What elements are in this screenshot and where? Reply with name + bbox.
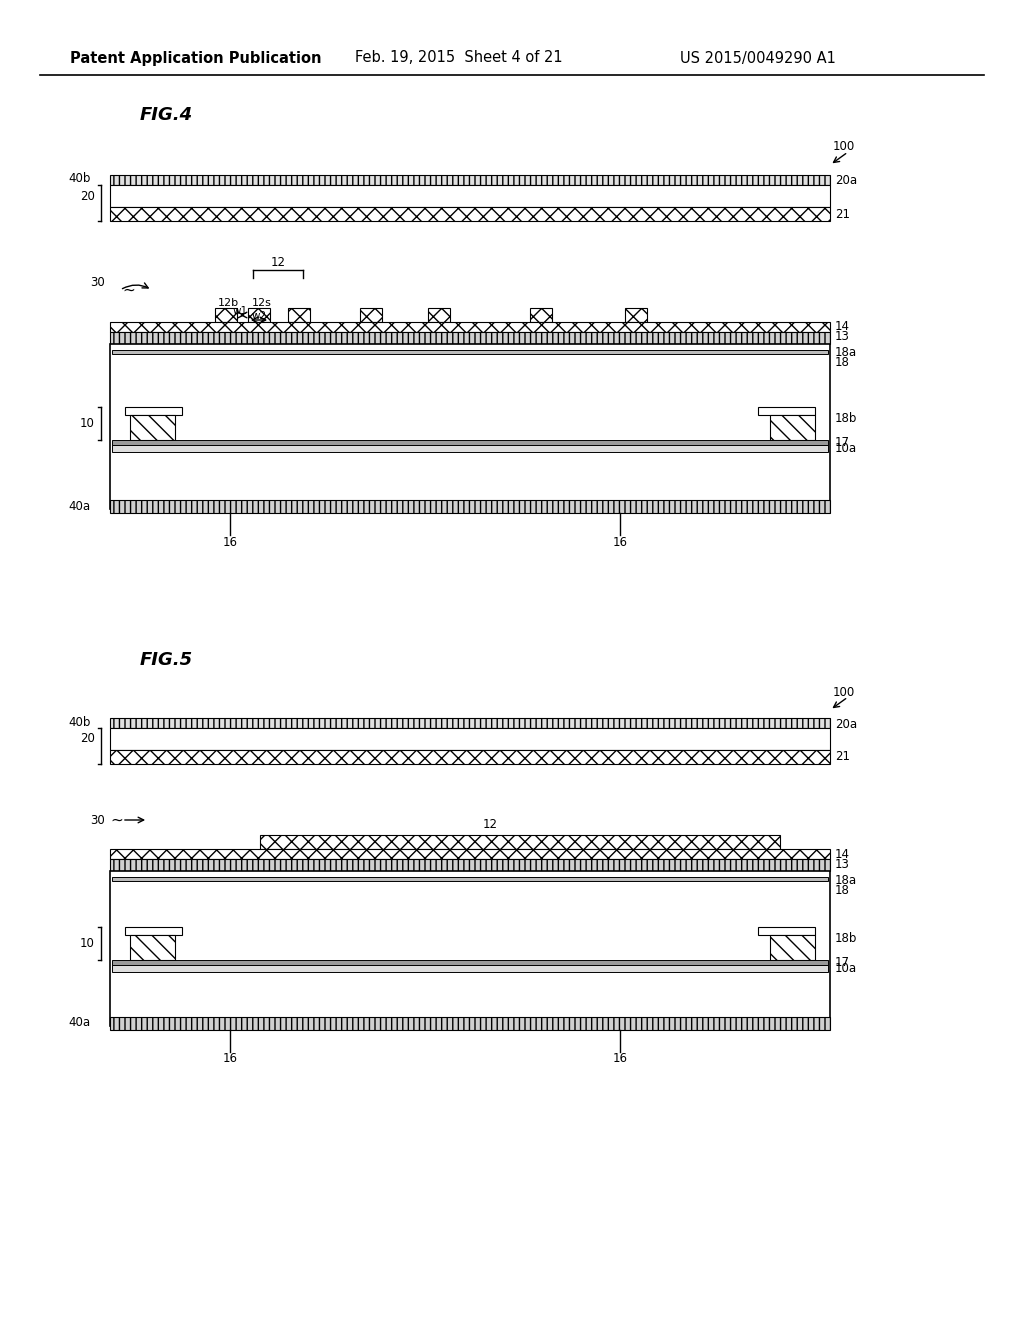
Bar [110, 185, 830, 207]
Bar [110, 322, 830, 333]
Bar [110, 718, 830, 729]
Bar [248, 308, 270, 322]
Text: 12: 12 [482, 818, 498, 832]
Text: 20: 20 [80, 190, 95, 202]
Bar [110, 1016, 830, 1030]
Text: Patent Application Publication: Patent Application Publication [70, 50, 322, 66]
Text: 18b: 18b [835, 412, 857, 425]
Text: ~: ~ [110, 813, 123, 828]
Bar [110, 345, 830, 510]
Bar [110, 207, 830, 220]
Text: US 2015/0049290 A1: US 2015/0049290 A1 [680, 50, 836, 66]
Bar [112, 445, 828, 451]
Text: 12b: 12b [218, 298, 240, 308]
Bar [530, 308, 552, 322]
Bar [758, 927, 815, 935]
Bar [110, 176, 830, 185]
Text: 16: 16 [612, 1052, 628, 1065]
Text: 16: 16 [222, 1052, 238, 1065]
Text: 18: 18 [835, 356, 850, 370]
Bar [110, 871, 830, 1026]
Text: 10a: 10a [835, 441, 857, 454]
Bar [130, 935, 175, 960]
Text: 40b: 40b [68, 715, 90, 729]
Bar [110, 729, 830, 750]
Text: 10: 10 [80, 937, 95, 950]
Text: 16: 16 [612, 536, 628, 549]
Bar [770, 414, 815, 440]
Bar [215, 308, 237, 322]
Text: 13: 13 [835, 858, 850, 870]
Bar [360, 308, 382, 322]
Bar [112, 960, 828, 965]
Bar [125, 927, 182, 935]
Text: 14: 14 [835, 321, 850, 334]
Bar [125, 407, 182, 414]
Text: 20: 20 [80, 733, 95, 746]
Text: 14: 14 [835, 847, 850, 861]
Bar [428, 308, 450, 322]
Bar [112, 440, 828, 445]
Text: 17: 17 [835, 436, 850, 449]
Text: 100: 100 [833, 686, 855, 700]
Text: 20a: 20a [835, 718, 857, 730]
Text: 21: 21 [835, 207, 850, 220]
Text: ~: ~ [122, 282, 135, 297]
Text: 18: 18 [835, 883, 850, 896]
Text: 10: 10 [80, 417, 95, 430]
Bar [288, 308, 310, 322]
Bar [625, 308, 647, 322]
Text: 10a: 10a [835, 961, 857, 974]
Text: w1: w1 [232, 306, 248, 315]
Text: 30: 30 [90, 276, 105, 289]
Bar [758, 407, 815, 414]
Text: FIG.4: FIG.4 [140, 106, 194, 124]
Text: 13: 13 [835, 330, 850, 343]
Bar [260, 836, 780, 849]
Text: 100: 100 [833, 140, 855, 153]
Text: 18b: 18b [835, 932, 857, 945]
Bar [112, 350, 828, 354]
Text: 40b: 40b [68, 173, 90, 186]
Text: 12: 12 [270, 256, 286, 269]
Bar [110, 333, 830, 345]
Text: 30: 30 [90, 813, 105, 826]
Bar [770, 935, 815, 960]
Text: 20a: 20a [835, 174, 857, 187]
Bar [110, 750, 830, 764]
Bar [112, 965, 828, 972]
Text: 40a: 40a [68, 499, 90, 512]
Text: 16: 16 [222, 536, 238, 549]
Bar [130, 414, 175, 440]
Text: 40a: 40a [68, 1016, 90, 1030]
Bar [112, 876, 828, 880]
Text: w2: w2 [252, 312, 266, 321]
Text: 18a: 18a [835, 874, 857, 887]
Bar [110, 859, 830, 871]
Text: 18a: 18a [835, 346, 857, 359]
Text: 12s: 12s [252, 298, 272, 308]
Text: Feb. 19, 2015  Sheet 4 of 21: Feb. 19, 2015 Sheet 4 of 21 [355, 50, 562, 66]
Text: 21: 21 [835, 751, 850, 763]
Bar [110, 500, 830, 513]
Bar [110, 849, 830, 859]
Text: 17: 17 [835, 956, 850, 969]
Text: FIG.5: FIG.5 [140, 651, 194, 669]
